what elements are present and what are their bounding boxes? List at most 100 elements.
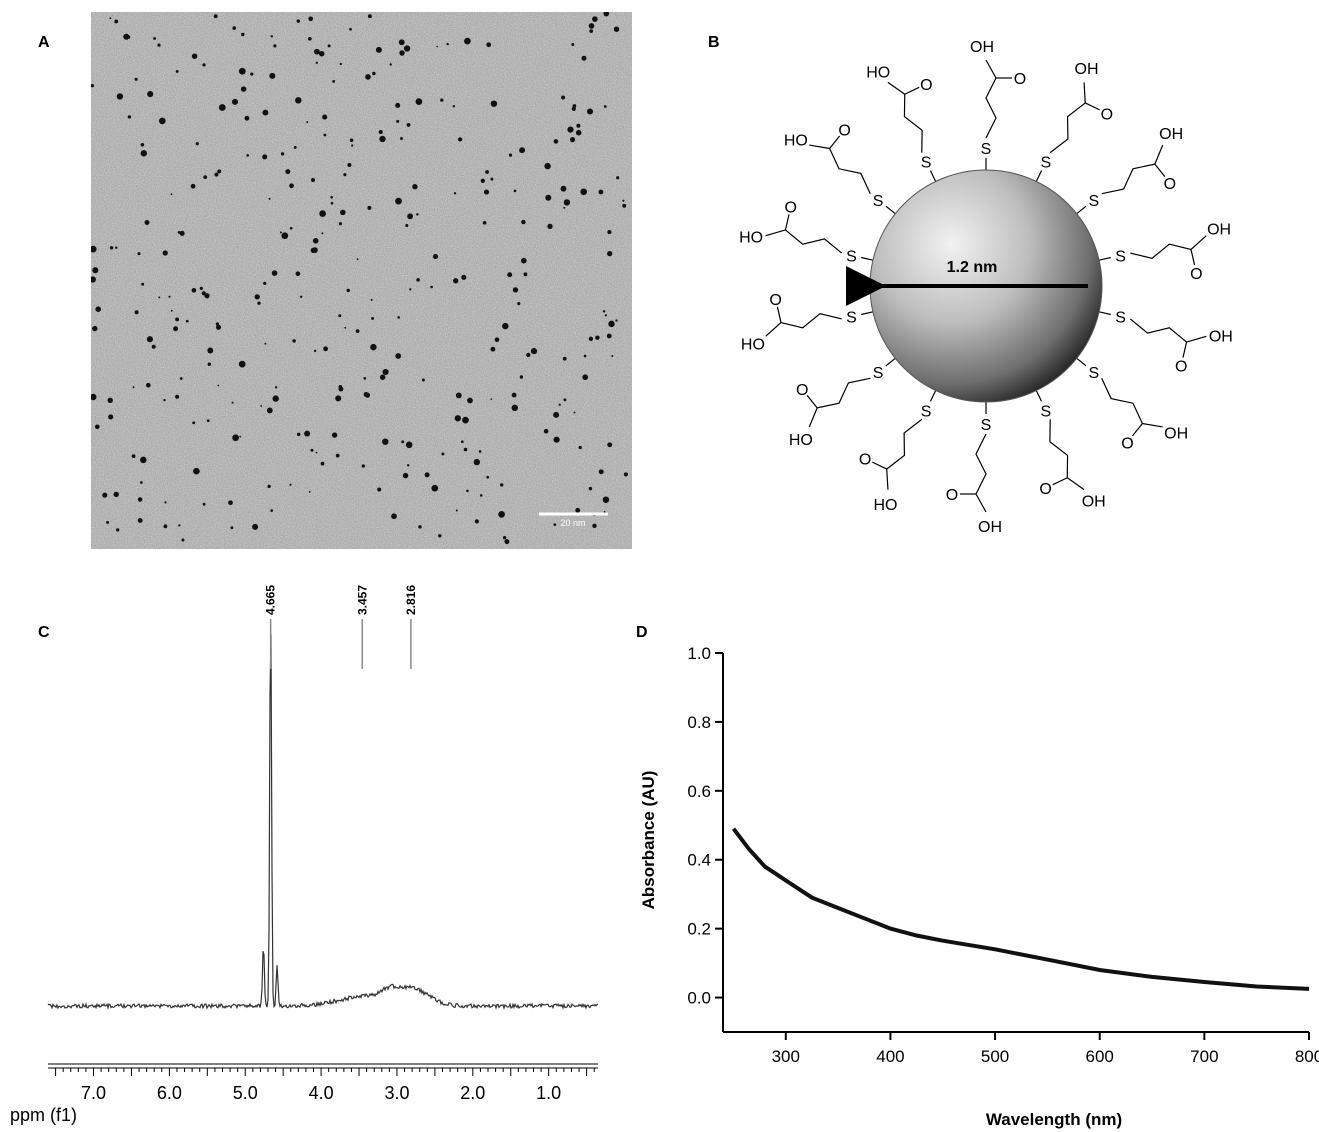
nanoparticle-dot bbox=[137, 252, 141, 256]
nmr-trace bbox=[47, 634, 599, 1010]
carbonyl-bond bbox=[776, 306, 782, 323]
nanoparticle-dot bbox=[582, 374, 589, 381]
nanoparticle-dot bbox=[92, 267, 99, 274]
nanoparticle-dot bbox=[116, 528, 120, 532]
nanoparticle-dot bbox=[299, 295, 303, 299]
sulfur-label: S bbox=[921, 155, 932, 172]
ligand-bond bbox=[1098, 256, 1111, 261]
nmr-tick-label: 3.0 bbox=[384, 1083, 409, 1103]
nanoparticle-dot bbox=[432, 254, 439, 260]
ligand-chain bbox=[817, 377, 871, 409]
nanoparticle-dot bbox=[399, 50, 405, 56]
nanoparticle-dot bbox=[241, 32, 245, 37]
nanoparticle-dot bbox=[581, 55, 587, 61]
nanoparticle-dot bbox=[250, 72, 254, 76]
carbonyl-bond bbox=[829, 135, 841, 149]
oxygen-label: O bbox=[1014, 71, 1026, 88]
nanoparticle-dot bbox=[191, 53, 198, 59]
nanoparticle-dot bbox=[132, 386, 135, 389]
nmr-peak-markers: 4.665 3.457 2.816 bbox=[264, 585, 418, 669]
nanoparticle-dot bbox=[460, 440, 464, 444]
y-tick-label: 0.0 bbox=[687, 989, 711, 1008]
oxygen-label: O bbox=[1039, 481, 1051, 498]
nanoparticle-dot bbox=[164, 501, 167, 504]
diameter-label: 1.2 nm bbox=[947, 259, 998, 276]
nanoparticle-dot bbox=[260, 405, 263, 407]
hydroxyl-label: OH bbox=[1209, 329, 1233, 346]
nmr-peak-label: 2.816 bbox=[404, 585, 418, 615]
nanoparticle-dot bbox=[331, 432, 338, 438]
nanoparticle-dot bbox=[511, 404, 519, 412]
nanoparticle-dot bbox=[363, 377, 367, 380]
nanoparticle-dot bbox=[409, 288, 412, 291]
nanoparticle-dot bbox=[494, 337, 500, 343]
nanoparticle-dot bbox=[457, 137, 463, 142]
nanoparticle-dot bbox=[406, 464, 410, 467]
nanoparticle-dot bbox=[560, 185, 567, 192]
hydroxyl-bond bbox=[1066, 477, 1085, 491]
nanoparticle-dot bbox=[323, 133, 327, 137]
ligand-chain bbox=[903, 94, 923, 153]
nanoparticle-dot bbox=[257, 301, 261, 305]
nanoparticle-dot bbox=[547, 223, 553, 230]
hydroxyl-bond bbox=[985, 59, 997, 79]
nanoparticle-dot bbox=[395, 102, 401, 108]
hydroxyl-label: OH bbox=[970, 39, 994, 56]
nanoparticle-dot bbox=[405, 441, 413, 449]
nanoparticle-dot bbox=[170, 193, 173, 195]
nanoparticle-dot bbox=[232, 26, 236, 30]
nanoparticle-dot bbox=[338, 222, 342, 226]
carbonyl-bond bbox=[1182, 341, 1188, 358]
ligand-bond bbox=[929, 170, 937, 182]
nanoparticle-dot bbox=[322, 114, 328, 120]
nanoparticle-dot bbox=[521, 219, 526, 225]
nanoparticle-dot bbox=[313, 349, 317, 353]
nanoparticle-dot bbox=[170, 309, 173, 312]
nanoparticle-dot bbox=[175, 69, 179, 73]
nanoparticle-dot bbox=[569, 137, 576, 143]
nanoparticle-dot bbox=[351, 144, 354, 147]
nanoparticle-dot bbox=[588, 336, 594, 341]
nanoparticle-dot bbox=[511, 392, 517, 398]
nanoparticle-dot bbox=[406, 122, 411, 127]
carbonyl-bond bbox=[1052, 477, 1068, 486]
nanoparticle-dot bbox=[106, 520, 110, 524]
nanoparticle-dot bbox=[178, 524, 181, 527]
nanoparticle-dot bbox=[127, 115, 132, 119]
nanoparticle-dot bbox=[201, 291, 206, 296]
nanoparticle-dot bbox=[382, 368, 389, 375]
hydroxyl-label: HO bbox=[784, 132, 808, 149]
y-tick-label: 1.0 bbox=[687, 644, 711, 663]
nanoparticle-dot bbox=[202, 502, 206, 506]
nanoparticle-dot bbox=[163, 398, 166, 402]
nanoparticle-dot bbox=[573, 411, 576, 414]
nanoparticle-dot bbox=[454, 415, 461, 422]
nmr-peak-label: 3.457 bbox=[355, 585, 369, 615]
nanoparticle-dot bbox=[480, 178, 485, 183]
sulfur-label: S bbox=[1089, 193, 1100, 210]
nanoparticle-dot bbox=[602, 310, 606, 313]
nanoparticle-dot bbox=[230, 526, 234, 530]
nanoparticle-dot bbox=[455, 392, 462, 399]
nanoparticle-dot bbox=[395, 353, 402, 359]
x-tick-label: 400 bbox=[876, 1047, 904, 1066]
nanoparticle-dot bbox=[141, 282, 145, 286]
nanoparticle-dot bbox=[486, 42, 492, 48]
nanoparticle-dot bbox=[349, 138, 354, 143]
nanoparticle-dot bbox=[438, 534, 442, 538]
nanoparticle-dot bbox=[615, 319, 618, 322]
nanoparticle-dot bbox=[240, 86, 247, 92]
nmr-x-axis-label: ppm (f1) bbox=[10, 1105, 77, 1125]
nanoparticle-dot bbox=[504, 539, 510, 545]
nanoparticle-dot bbox=[580, 188, 588, 196]
nanoparticle-dot bbox=[181, 538, 185, 542]
nanoparticle-dot bbox=[508, 153, 513, 157]
nmr-tick-group: 7.0 6.0 5.0 4.0 3.0 2.0 1.0 bbox=[55, 1068, 595, 1103]
nanoparticle-dot bbox=[246, 154, 250, 157]
nanoparticle-dot bbox=[616, 176, 620, 180]
nanoparticle-dot bbox=[131, 454, 136, 458]
nanoparticle-dot bbox=[608, 320, 615, 328]
ligand-chain bbox=[1130, 243, 1192, 260]
nanoparticle-dot bbox=[483, 189, 490, 195]
nanoparticle-dot bbox=[126, 35, 131, 39]
